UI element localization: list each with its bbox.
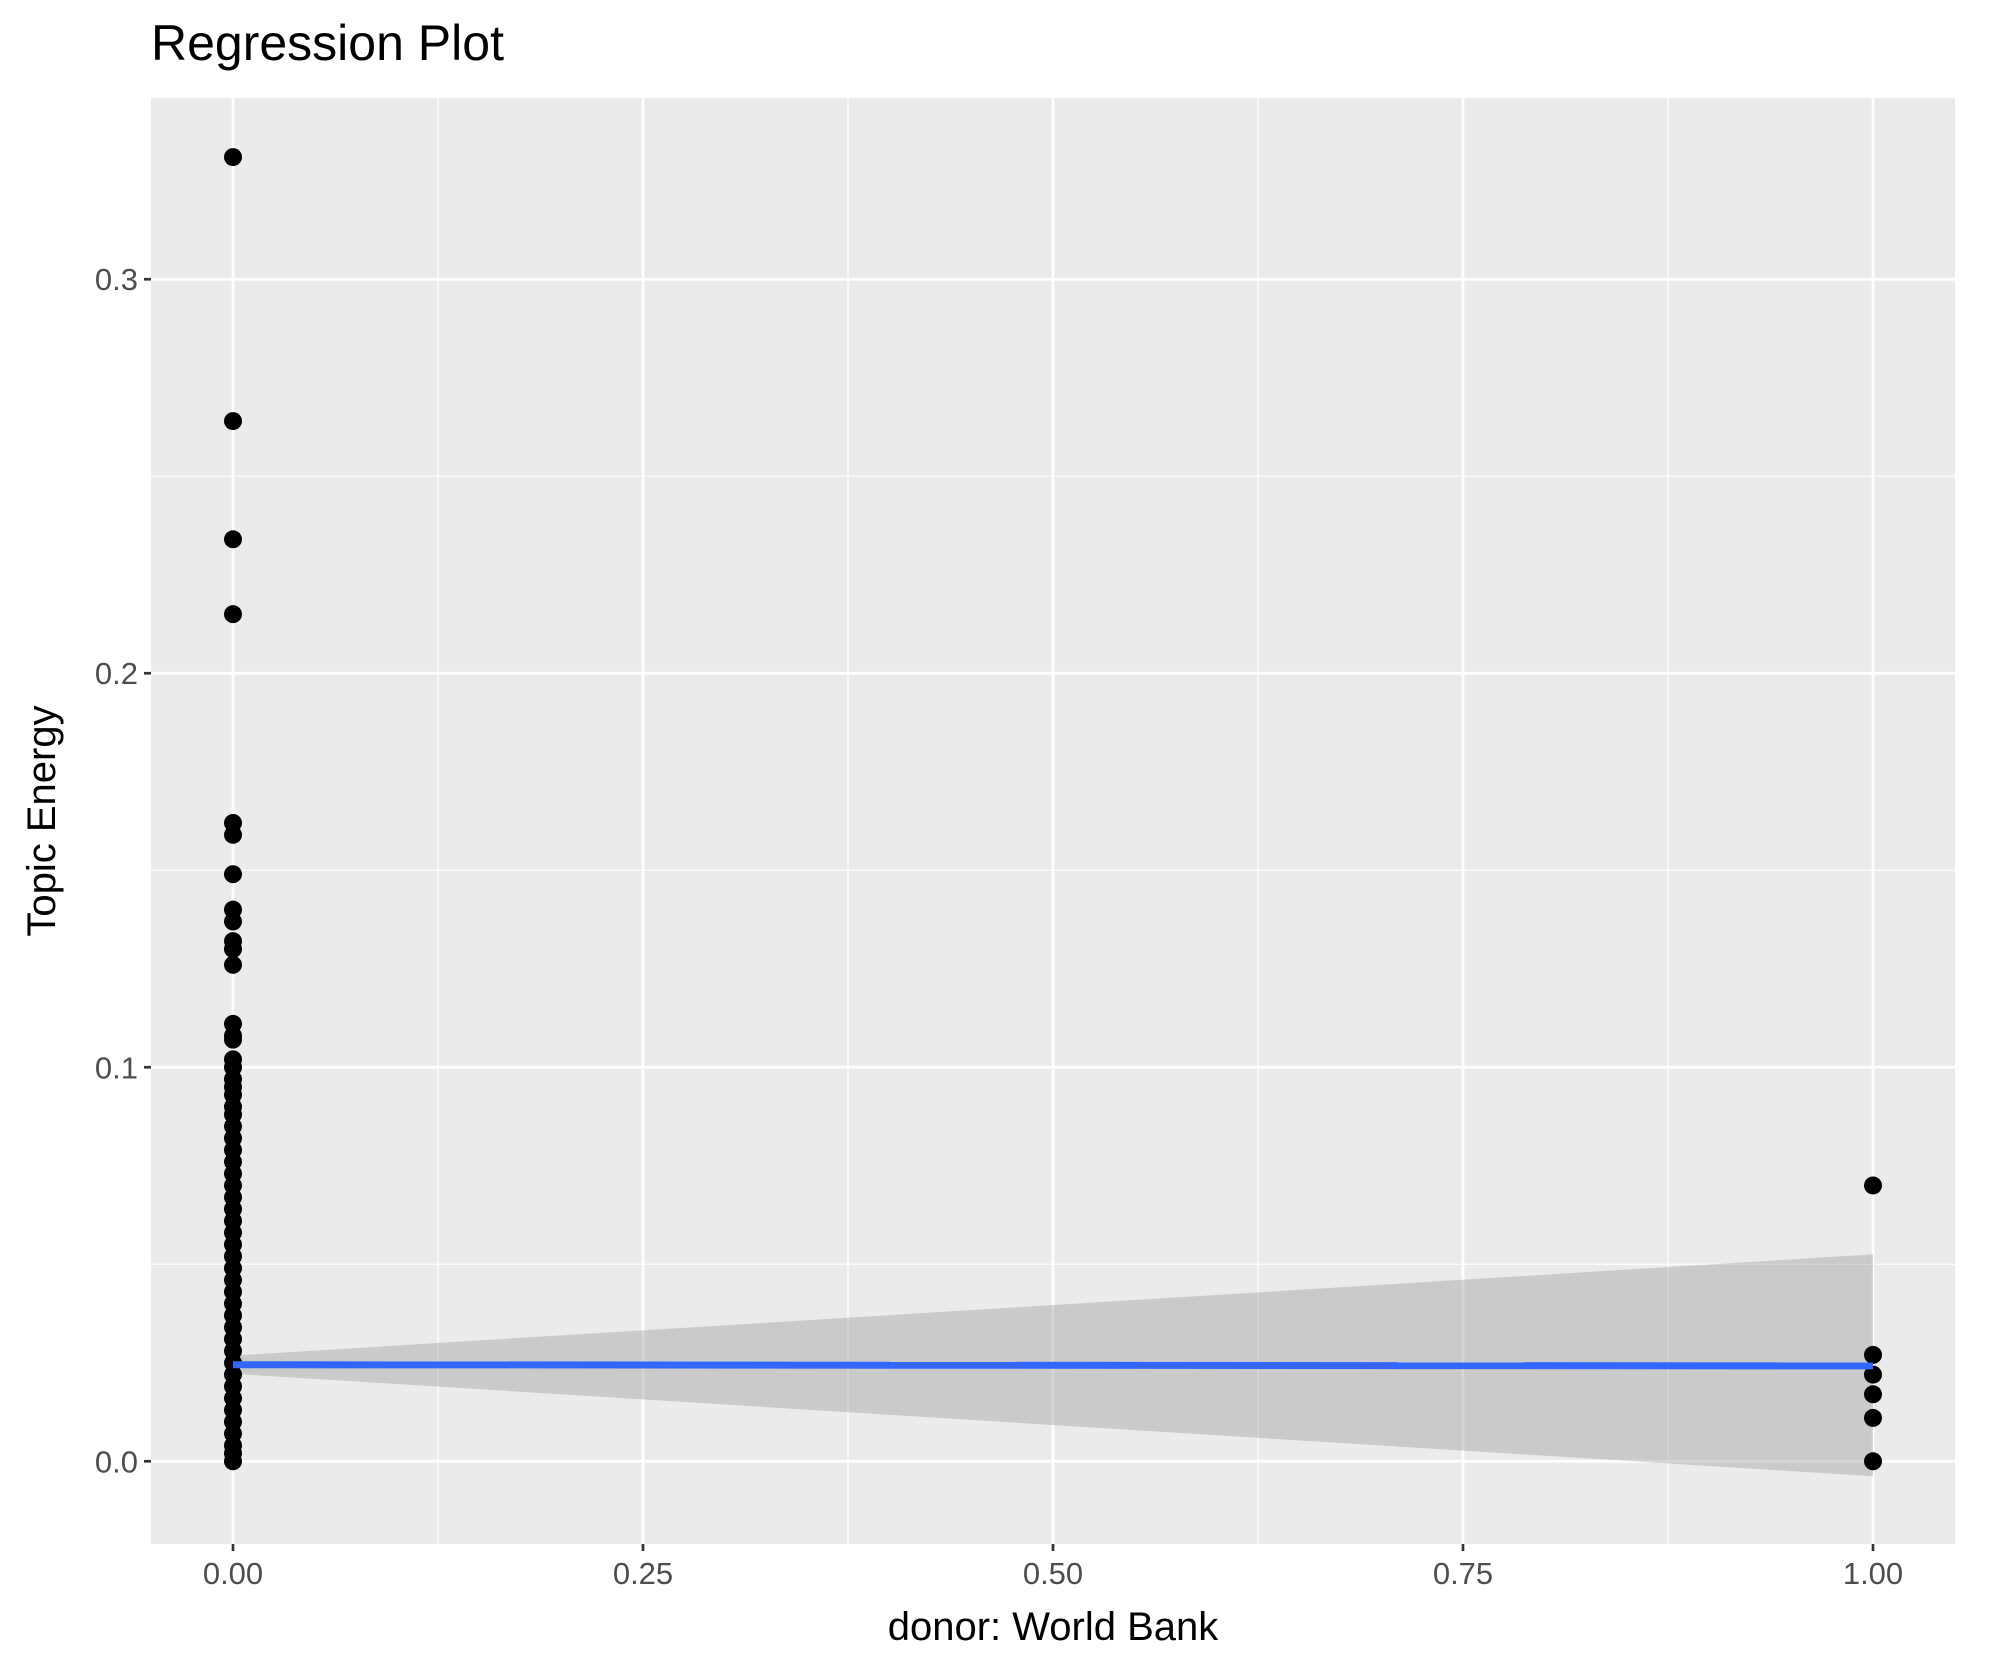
x-tick-label: 0.25 [613,1556,673,1591]
data-point [1864,1452,1882,1471]
x-tick-label: 0.75 [1433,1556,1493,1591]
data-point [224,412,242,431]
data-point [1864,1176,1882,1195]
data-point [1864,1365,1882,1384]
data-point [224,605,242,624]
y-tick-label: 0.3 [95,262,138,297]
x-tick-label: 0.00 [203,1556,263,1591]
y-axis-ticks: 0.0 0.1 0.2 0.3 [95,262,151,1479]
y-tick-label: 0.0 [95,1444,138,1479]
data-point [224,912,242,931]
chart-title: Regression Plot [151,15,504,71]
x-tick-label: 0.50 [1023,1556,1083,1591]
y-axis-title: Topic Energy [20,705,64,936]
data-point [1864,1385,1882,1404]
data-point [224,940,242,959]
data-point [224,955,242,974]
data-point [1864,1345,1882,1364]
data-point [1864,1408,1882,1427]
regression-line [232,1361,1874,1370]
data-point [224,1452,242,1471]
data-point [224,865,242,884]
y-tick-label: 0.1 [95,1050,138,1085]
y-tick-label: 0.2 [95,656,138,691]
x-axis-title: donor: World Bank [888,1605,1220,1649]
data-points [224,148,1882,1471]
data-point [224,825,242,844]
data-point [224,148,242,167]
x-tick-label: 1.00 [1843,1556,1903,1591]
x-axis-ticks: 0.00 0.25 0.50 0.75 1.00 [203,1544,1903,1591]
data-point [224,1030,242,1049]
data-point [224,530,242,549]
